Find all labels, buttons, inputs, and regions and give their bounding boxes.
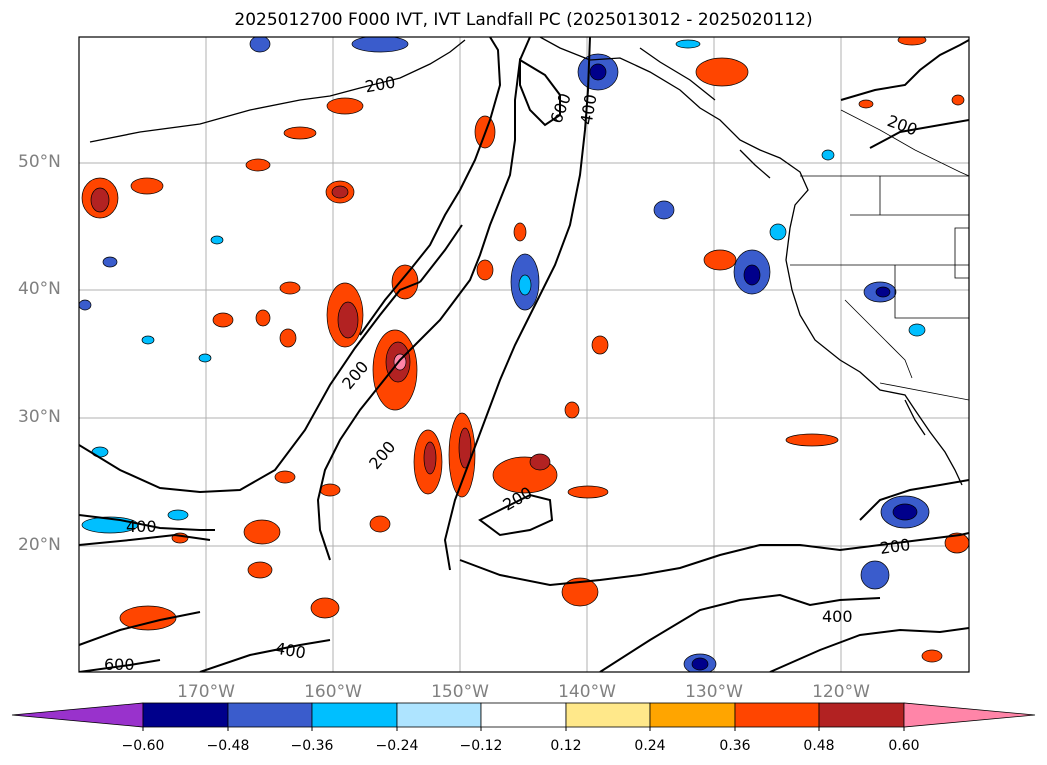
contour-label: 200: [885, 111, 920, 139]
negative-anomaly-areas: [79, 37, 930, 672]
colorbar-tick-label: −0.24: [375, 738, 419, 754]
contour-label: 400: [274, 639, 307, 663]
positive-anomaly-areas: [81, 37, 969, 663]
colorbar-extend-left: [11, 702, 144, 728]
lon-label: 120°W: [812, 682, 870, 702]
colorbar-tick-label: 0.48: [803, 738, 835, 754]
lat-label: 40°N: [18, 279, 61, 299]
colorbar-segment: [480, 702, 567, 728]
gridlines: [79, 37, 969, 672]
lon-label: 130°W: [685, 682, 743, 702]
contour-label: 200: [365, 437, 399, 473]
colorbar-segment: [142, 702, 229, 728]
colorbar-segment: [649, 702, 736, 728]
lat-label: 30°N: [18, 407, 61, 427]
lon-label: 140°W: [558, 682, 616, 702]
colorbar-tick-label: 0.24: [634, 738, 666, 754]
colorbar-tick-label: −0.12: [459, 738, 503, 754]
colorbar-tick-label: 0.36: [719, 738, 751, 754]
map-frame: [78, 36, 970, 673]
colorbar-tick-label: 0.60: [888, 738, 920, 754]
colorbar-segment: [565, 702, 651, 728]
lon-label: 150°W: [431, 682, 489, 702]
contour-label: 600: [104, 655, 135, 674]
colorbar-segment: [734, 702, 820, 728]
contour-label: 200: [879, 535, 912, 558]
colorbar-segment: [311, 702, 398, 728]
contour-label: 200: [338, 357, 372, 393]
colorbar: [11, 702, 1036, 731]
contour-label: 600: [547, 91, 575, 126]
lat-label: 50°N: [18, 152, 61, 172]
colorbar-tick-label: −0.36: [290, 738, 334, 754]
coastlines: [89, 37, 963, 486]
contour-label: 200: [363, 72, 396, 96]
colorbar-tick-label: −0.60: [121, 738, 165, 754]
colorbar-segment: [227, 702, 313, 728]
contour-label: 400: [822, 607, 853, 626]
map-title: 2025012700 F000 IVT, IVT Landfall PC (20…: [234, 10, 813, 30]
lon-label: 170°W: [177, 682, 235, 702]
colorbar-tick-label: 0.12: [550, 738, 582, 754]
ivt-contours: [79, 37, 969, 672]
lat-label: 20°N: [18, 535, 61, 555]
lon-label: 160°W: [304, 682, 362, 702]
colorbar-segment: [396, 702, 482, 728]
contour-label: 400: [577, 93, 601, 126]
contour-label: 400: [126, 517, 157, 536]
colorbar-extend-right: [903, 702, 1036, 728]
colorbar-segment: [818, 702, 905, 728]
colorbar-tick-label: −0.48: [206, 738, 250, 754]
borders: [790, 109, 969, 401]
